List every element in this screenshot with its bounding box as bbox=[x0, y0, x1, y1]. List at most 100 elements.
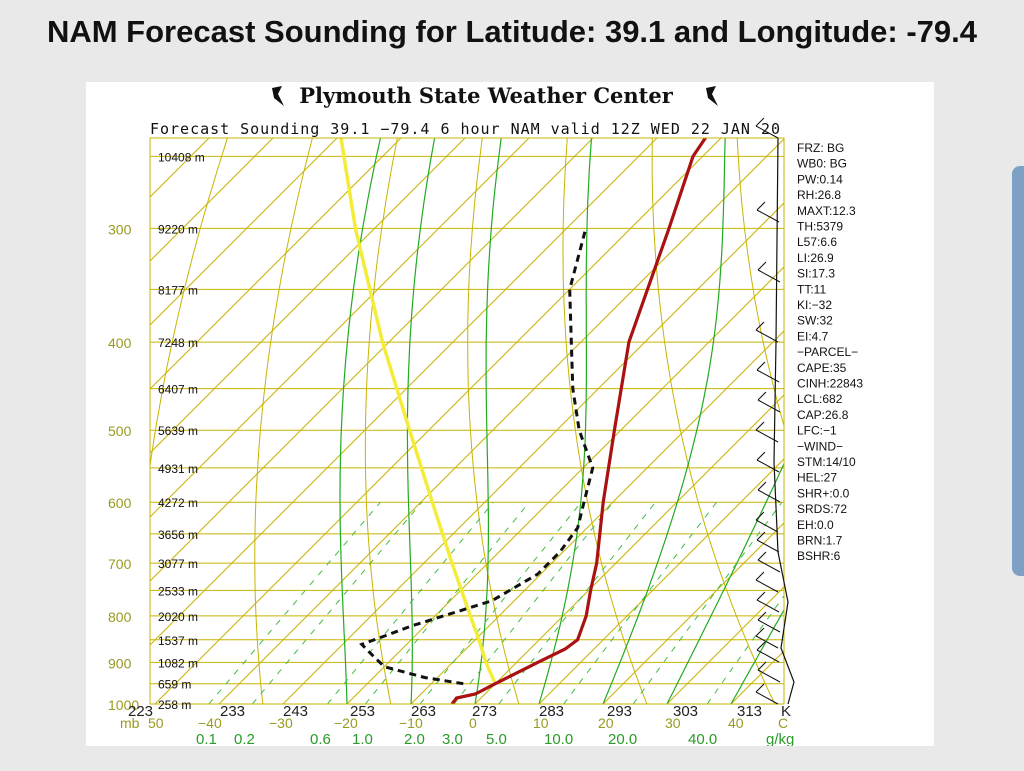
mixing-ratio-label: 0.1 bbox=[196, 731, 217, 746]
wind-barb-mark bbox=[756, 641, 766, 651]
isotherm-line bbox=[150, 138, 274, 262]
index-value-label: BSHR:6 bbox=[797, 549, 841, 563]
height-label: 3656 m bbox=[158, 528, 198, 542]
kelvin-tick-label: 223 bbox=[128, 703, 153, 720]
wind-barb-mark bbox=[755, 635, 779, 649]
index-value-label: −WIND− bbox=[797, 439, 843, 453]
wind-barb-mark bbox=[755, 321, 765, 331]
height-label: 3077 m bbox=[158, 557, 198, 571]
mixing-ratio-label: 0.2 bbox=[234, 731, 255, 746]
plot-frame bbox=[149, 137, 785, 705]
wind-barb-mark bbox=[756, 531, 766, 541]
right-flag-icon bbox=[706, 86, 718, 106]
wind-barb-mark bbox=[757, 619, 781, 633]
scrollbar-handle[interactable] bbox=[1012, 166, 1024, 576]
height-label: 2533 m bbox=[158, 584, 198, 598]
wind-barb-mark bbox=[756, 539, 780, 553]
chart-title: Forecast Sounding 39.1 −79.4 6 hour NAM … bbox=[150, 120, 780, 138]
wind-barb-mark bbox=[757, 611, 767, 621]
index-value-label: BRN:1.7 bbox=[797, 534, 843, 548]
pressure-unit-label: mb bbox=[120, 715, 140, 731]
wind-barb-mark bbox=[757, 399, 781, 413]
moist-adiabat-line bbox=[406, 138, 436, 704]
isotherm-line bbox=[602, 522, 784, 704]
wind-barb-mark bbox=[757, 481, 767, 491]
mixing-ratio-label: 2.0 bbox=[404, 731, 425, 746]
pressure-tick-label: 800 bbox=[108, 609, 132, 625]
index-value-label: LI:26.9 bbox=[797, 251, 834, 265]
isotherm-line bbox=[410, 330, 784, 704]
index-value-label: TT:11 bbox=[797, 282, 826, 296]
height-label: 659 m bbox=[158, 678, 191, 692]
index-value-label: RH:26.8 bbox=[797, 188, 841, 202]
index-value-label: FRZ: BG bbox=[797, 141, 844, 155]
wind-barb-mark bbox=[757, 669, 781, 683]
index-value-label: STM:14/10 bbox=[797, 455, 856, 469]
kelvin-tick-label: 293 bbox=[607, 703, 632, 720]
wind-barb-mark bbox=[756, 599, 780, 613]
kelvin-tick-label: 233 bbox=[220, 703, 245, 720]
wind-barb-mark bbox=[755, 579, 779, 593]
wind-barb-mark bbox=[755, 125, 779, 139]
index-value-label: SRDS:72 bbox=[797, 502, 847, 516]
wind-barb-mark bbox=[756, 451, 766, 461]
parcel-trace-line bbox=[339, 138, 497, 685]
temperature-tick-label: 0 bbox=[469, 715, 477, 731]
wind-barb-mark bbox=[755, 117, 765, 127]
isotherm-line bbox=[150, 138, 658, 646]
wind-barb-mark bbox=[756, 209, 780, 223]
mixing-ratio-line bbox=[252, 501, 423, 704]
isotherm-line bbox=[150, 138, 338, 326]
index-value-label: L57:6.6 bbox=[797, 235, 837, 249]
index-value-label: SW:32 bbox=[797, 314, 833, 328]
height-label: 1082 m bbox=[158, 656, 198, 670]
kelvin-tick-label: 273 bbox=[472, 703, 497, 720]
left-flag-icon bbox=[272, 86, 284, 106]
dry-adiabat-line bbox=[889, 82, 934, 704]
height-label: 9220 m bbox=[158, 222, 198, 236]
mixing-ratio-line bbox=[208, 501, 381, 704]
wind-barb-mark bbox=[757, 261, 767, 271]
pressure-tick-label: 300 bbox=[108, 221, 132, 237]
kelvin-tick-label: 303 bbox=[673, 703, 698, 720]
wind-barb-mark bbox=[755, 571, 765, 581]
temperature-tick-label: −10 bbox=[399, 715, 423, 731]
mixing-ratio-line bbox=[563, 501, 717, 704]
temperature-tick-label: −20 bbox=[334, 715, 358, 731]
mixing-ratio-line bbox=[632, 501, 783, 704]
mixing-ratio-label: 20.0 bbox=[608, 731, 637, 746]
moist-adiabat-line bbox=[730, 608, 784, 704]
moist-adiabat-line bbox=[602, 138, 726, 704]
height-label: 8177 m bbox=[158, 283, 198, 297]
wind-barb-mark bbox=[755, 329, 779, 343]
index-value-label: LFC:−1 bbox=[797, 424, 837, 438]
index-value-label: −PARCEL− bbox=[797, 345, 858, 359]
isotherm-line bbox=[150, 138, 210, 198]
isotherm-line bbox=[150, 138, 402, 390]
isotherm-line bbox=[154, 138, 722, 704]
pressure-tick-label: 900 bbox=[108, 655, 132, 671]
dry-adiabat-line bbox=[467, 138, 520, 704]
height-label: 4272 m bbox=[158, 496, 198, 510]
moist-adiabat-line bbox=[666, 462, 784, 704]
temperature-tick-label: −40 bbox=[198, 715, 222, 731]
wind-barb-mark bbox=[757, 559, 781, 573]
pressure-tick-label: 700 bbox=[108, 556, 132, 572]
index-value-label: EI:4.7 bbox=[797, 329, 829, 343]
pressure-tick-label: 600 bbox=[108, 495, 132, 511]
wind-barb-mark bbox=[755, 421, 765, 431]
height-label: 6407 m bbox=[158, 383, 198, 397]
wind-barb-mark bbox=[756, 591, 766, 601]
mixing-ratio-label: 1.0 bbox=[352, 731, 373, 746]
isotherm-line bbox=[538, 458, 784, 704]
wind-barb-mark bbox=[757, 489, 781, 503]
temperature-tick-label: C bbox=[778, 715, 788, 731]
temperature-tick-label: −30 bbox=[269, 715, 293, 731]
index-value-label: CINH:22843 bbox=[797, 377, 863, 391]
isotherm-line bbox=[474, 394, 784, 704]
wind-barb-mark bbox=[755, 511, 765, 521]
wind-barb-mark bbox=[757, 269, 781, 283]
wind-barb-mark bbox=[756, 201, 766, 211]
wind-barb-mark bbox=[757, 551, 767, 561]
wind-staff-line bbox=[773, 137, 795, 705]
